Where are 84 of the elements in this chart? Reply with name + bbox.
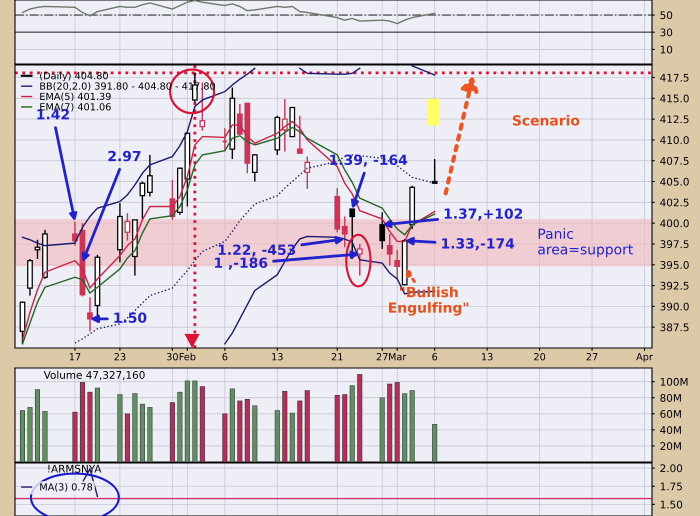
bar [244,399,250,462]
y-tick-label: 20M [660,442,681,450]
legend-label: MA(3) 0.78 [40,483,92,492]
y-tick-label: 407.5 [660,156,689,165]
x-tick-label: Mar [388,353,406,360]
annotation: Scenario [512,114,580,126]
bar [297,400,302,462]
y-tick-label: 2.00 [660,464,682,472]
y-tick-label: 417.5 [660,74,689,82]
bar [290,412,295,462]
y-tick-label: 80M [660,394,681,402]
bar [237,400,242,462]
bar [177,392,182,462]
x-tick-label: Apr [636,353,653,362]
bar [94,388,100,462]
legend-label: EMA(5) 401.39 [40,92,111,102]
y-tick-label: 100M [660,378,688,386]
x-tick-label: 27 [586,353,598,360]
x-tick-label: 17 [70,353,80,360]
x-tick-label: 27 [376,353,388,360]
bar [184,380,190,462]
x-tick-label: 6 [222,353,228,360]
legend-label: (Daily) 404.80 [40,72,108,82]
annotation: 1.33,-174 [442,238,514,250]
y-tick-label: 395.0 [660,260,689,269]
y-tick-label: 400.0 [660,219,689,228]
annotation: 1.37,+102 [444,208,522,221]
y-tick-label: 402.5 [660,198,689,206]
y-tick-label: 10 [660,46,672,54]
bar [380,397,385,462]
x-tick-label: 21 [332,353,343,360]
x-tick-label: 23 [114,353,126,360]
bar [304,390,310,462]
y-tick-label: 415.0 [660,94,689,102]
bar [230,388,235,462]
bar [170,402,175,462]
bar [42,411,48,462]
bar [252,405,258,462]
bar [274,410,280,462]
y-tick-label: 60M [660,410,681,418]
x-tick-label: 6 [432,353,438,360]
bar [222,414,228,462]
x-tick-label: 13 [482,353,493,360]
bar [27,407,33,462]
y-tick-label: 1.75 [660,482,682,490]
bar [87,392,92,462]
annotation: 1.50 [114,312,146,323]
y-tick-label: 410.0 [660,136,689,144]
x-tick-label: 13 [272,353,283,360]
bar [140,404,145,462]
bar [147,407,152,462]
bar [334,395,340,462]
bar [124,414,130,462]
bar [20,410,26,462]
y-tick-label: 397.5 [660,240,689,248]
bar [72,412,78,462]
bar [350,385,355,462]
y-tick-label: 50 [660,11,672,20]
y-tick-label: 412.5 [660,115,689,124]
bar [34,389,40,462]
x-tick-label: 20 [534,353,546,360]
bar [117,394,122,462]
y-tick-label: 390.0 [660,302,689,310]
bar [200,386,205,462]
annotation: 2.97 [108,150,140,162]
chart-title: !ARMSNYA [48,464,102,473]
y-tick-label: 1.50 [660,500,682,508]
bar [387,384,392,462]
bar [342,394,348,462]
y-tick-label: 40M [660,426,681,434]
y-tick-label: 405.0 [660,178,689,186]
bar [282,391,288,462]
y-tick-label: 392.5 [660,282,689,290]
chart-title: Volume 47,327,160 [44,370,145,380]
bar [357,374,362,462]
bar [80,382,85,462]
bar [192,380,198,462]
y-tick-label: 387.5 [660,323,689,332]
bar [132,393,138,462]
x-tick-label: Feb [180,352,196,360]
annotation: 1 ,-186 [215,257,268,270]
band-label: Panic area=support [538,228,633,258]
y-tick-label: 30 [660,28,672,36]
x-tick-label: 30 [166,353,178,360]
